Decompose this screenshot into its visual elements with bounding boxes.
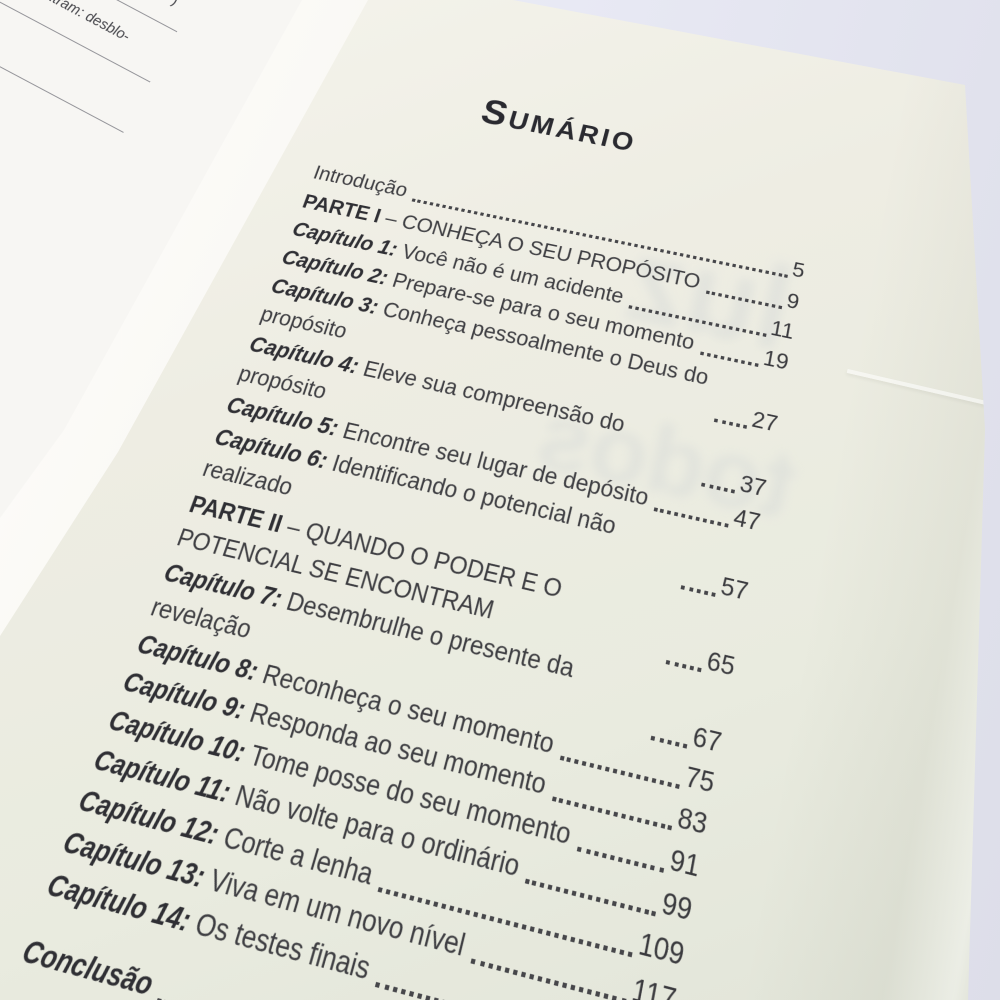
toc-page-number: 57	[718, 572, 751, 607]
toc-page-number: 19	[761, 345, 791, 376]
toc-page-number: 27	[749, 406, 780, 438]
toc-page-number: 65	[704, 646, 738, 683]
toc-title-rest: UMÁRIO	[504, 104, 640, 158]
toc-page-number: 67	[690, 721, 724, 760]
dot-leader	[701, 481, 736, 494]
toc-page-number: 91	[667, 843, 703, 885]
toc-page-number: 11	[768, 316, 796, 345]
left-page-text-line: encontram: desblo-	[14, 0, 133, 46]
left-page-text: spel.o na Publicação (CIP)encontram: des…	[0, 0, 212, 204]
toc-title: SUMÁRIO	[340, 65, 782, 188]
toc-page-number: 75	[682, 761, 717, 800]
dot-leader	[714, 417, 748, 429]
toc-page-number: 9	[784, 289, 802, 315]
toc-page-number: 37	[737, 470, 769, 503]
page-crease	[846, 368, 985, 412]
toc-entry-prefix: Conclusão	[17, 935, 158, 1000]
dot-leader	[650, 734, 688, 749]
toc-entry-prefix: Bônus	[0, 995, 86, 1000]
toc-page-number: 99	[659, 886, 695, 929]
dot-leader	[665, 658, 703, 673]
toc-page-number: 5	[790, 258, 807, 284]
toc-page-number: 83	[675, 801, 710, 842]
dot-leader	[680, 583, 717, 598]
toc-page-number: 47	[731, 504, 763, 537]
